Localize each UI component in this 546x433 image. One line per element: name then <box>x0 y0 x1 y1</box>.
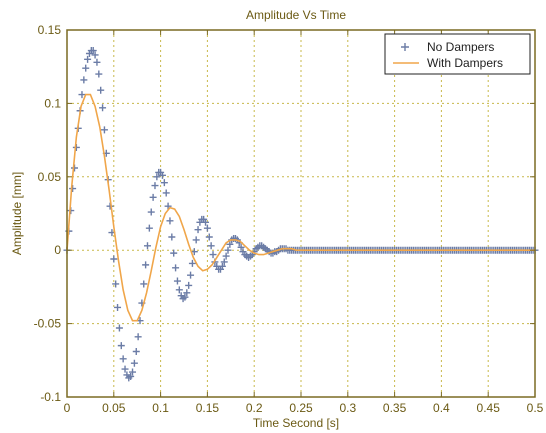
data-point-no-dampers <box>84 55 92 63</box>
x-tick-label: 0.1 <box>152 401 169 415</box>
data-point-no-dampers <box>162 189 170 197</box>
data-point-no-dampers <box>222 252 230 260</box>
data-point-no-dampers <box>192 236 200 244</box>
legend-box <box>384 33 531 75</box>
y-tick-label: 0.15 <box>38 23 62 37</box>
data-point-no-dampers <box>209 251 217 259</box>
data-point-no-dampers <box>114 303 122 311</box>
data-point-no-dampers <box>194 226 202 234</box>
data-point-no-dampers <box>142 261 150 269</box>
x-tick-label: 0.05 <box>102 401 126 415</box>
x-tick-label: 0.2 <box>246 401 263 415</box>
data-point-no-dampers <box>183 289 191 297</box>
data-point-no-dampers <box>170 249 178 257</box>
labels-layer: 0 0.05 0.1 0.15 0.2 0.25 0.3 0.35 0.4 0.45 0.5 -0.1… <box>10 8 544 430</box>
data-point-no-dampers <box>119 355 127 363</box>
data-point-no-dampers <box>143 242 151 250</box>
data-point-no-dampers <box>175 286 183 294</box>
data-point-no-dampers <box>158 171 166 179</box>
data-point-no-dampers <box>185 281 193 289</box>
data-point-no-dampers <box>99 104 107 112</box>
data-point-no-dampers <box>89 47 97 55</box>
x-tick-label: 0.15 <box>196 401 220 415</box>
data-point-no-dampers <box>106 202 114 210</box>
legend-label: With Dampers <box>427 56 503 70</box>
data-point-no-dampers <box>130 359 138 367</box>
data-point-no-dampers <box>80 76 88 84</box>
data-point-no-dampers <box>145 224 153 232</box>
data-point-no-dampers <box>224 246 232 254</box>
x-tick-label: 0.25 <box>289 401 313 415</box>
axes-layer <box>66 29 536 398</box>
data-point-no-dampers <box>202 218 210 226</box>
data-point-no-dampers <box>97 86 105 94</box>
y-tick-label: -0.1 <box>40 390 61 404</box>
data-point-no-dampers <box>203 224 211 232</box>
data-point-no-dampers <box>205 233 213 241</box>
data-point-no-dampers <box>147 208 155 216</box>
data-point-no-dampers <box>78 91 86 99</box>
data-point-no-dampers <box>95 70 103 78</box>
series-with-dampers-line <box>66 93 535 322</box>
data-point-no-dampers <box>220 258 228 266</box>
chart-title: Amplitude Vs Time <box>246 8 346 22</box>
data-point-no-dampers <box>237 243 245 251</box>
data-point-no-dampers <box>166 217 174 225</box>
data-point-no-dampers <box>127 372 135 380</box>
data-point-no-dampers <box>134 333 142 341</box>
y-tick-label: 0 <box>54 243 61 257</box>
data-point-no-dampers <box>168 233 176 241</box>
data-point-no-dampers <box>93 58 101 66</box>
data-point-no-dampers <box>160 179 168 187</box>
data-point-no-dampers <box>218 262 226 270</box>
y-tick-label: 0.1 <box>44 96 61 110</box>
y-tick-label: 0.05 <box>38 170 62 184</box>
data-point-no-dampers <box>207 242 215 250</box>
data-point-no-dampers <box>164 202 172 210</box>
x-tick-label: 0.3 <box>339 401 356 415</box>
x-tick-label: 0.45 <box>477 401 501 415</box>
data-point-no-dampers <box>188 259 196 267</box>
legend-marker-no-dampers <box>401 43 409 51</box>
y-axis-label: Amplitude [mm] <box>10 172 24 255</box>
data-point-no-dampers <box>172 264 180 272</box>
x-tick-label: 0 <box>64 401 71 415</box>
data-point-no-dampers <box>121 365 129 373</box>
data-point-no-dampers <box>82 64 90 72</box>
data-point-no-dampers <box>91 51 99 59</box>
data-point-no-dampers <box>181 293 189 301</box>
data-point-no-dampers <box>100 126 108 134</box>
data-point-no-dampers <box>110 255 118 263</box>
data-point-no-dampers <box>140 280 148 288</box>
y-tick-label: -0.05 <box>34 317 62 331</box>
x-tick-label: 0.4 <box>433 401 450 415</box>
data-point-no-dampers <box>187 271 195 279</box>
data-point-no-dampers <box>117 342 125 350</box>
grid-layer <box>67 30 535 397</box>
x-axis-label: Time Second [s] <box>253 416 339 430</box>
data-point-no-dampers <box>153 173 161 181</box>
data-point-no-dampers <box>149 193 157 201</box>
data-point-no-dampers <box>129 368 137 376</box>
data-point-no-dampers <box>226 240 234 248</box>
legend: No Dampers With Dampers <box>384 33 531 75</box>
x-tick-label: 0.35 <box>383 401 407 415</box>
x-tick-label: 0.5 <box>527 401 544 415</box>
plot-layer <box>63 47 539 382</box>
data-point-no-dampers <box>173 277 181 285</box>
data-point-no-dampers <box>115 324 123 332</box>
data-point-no-dampers <box>132 347 140 355</box>
data-point-no-dampers <box>151 182 159 190</box>
data-point-no-dampers <box>112 280 120 288</box>
data-point-no-dampers <box>69 185 77 193</box>
legend-label: No Dampers <box>427 40 494 54</box>
